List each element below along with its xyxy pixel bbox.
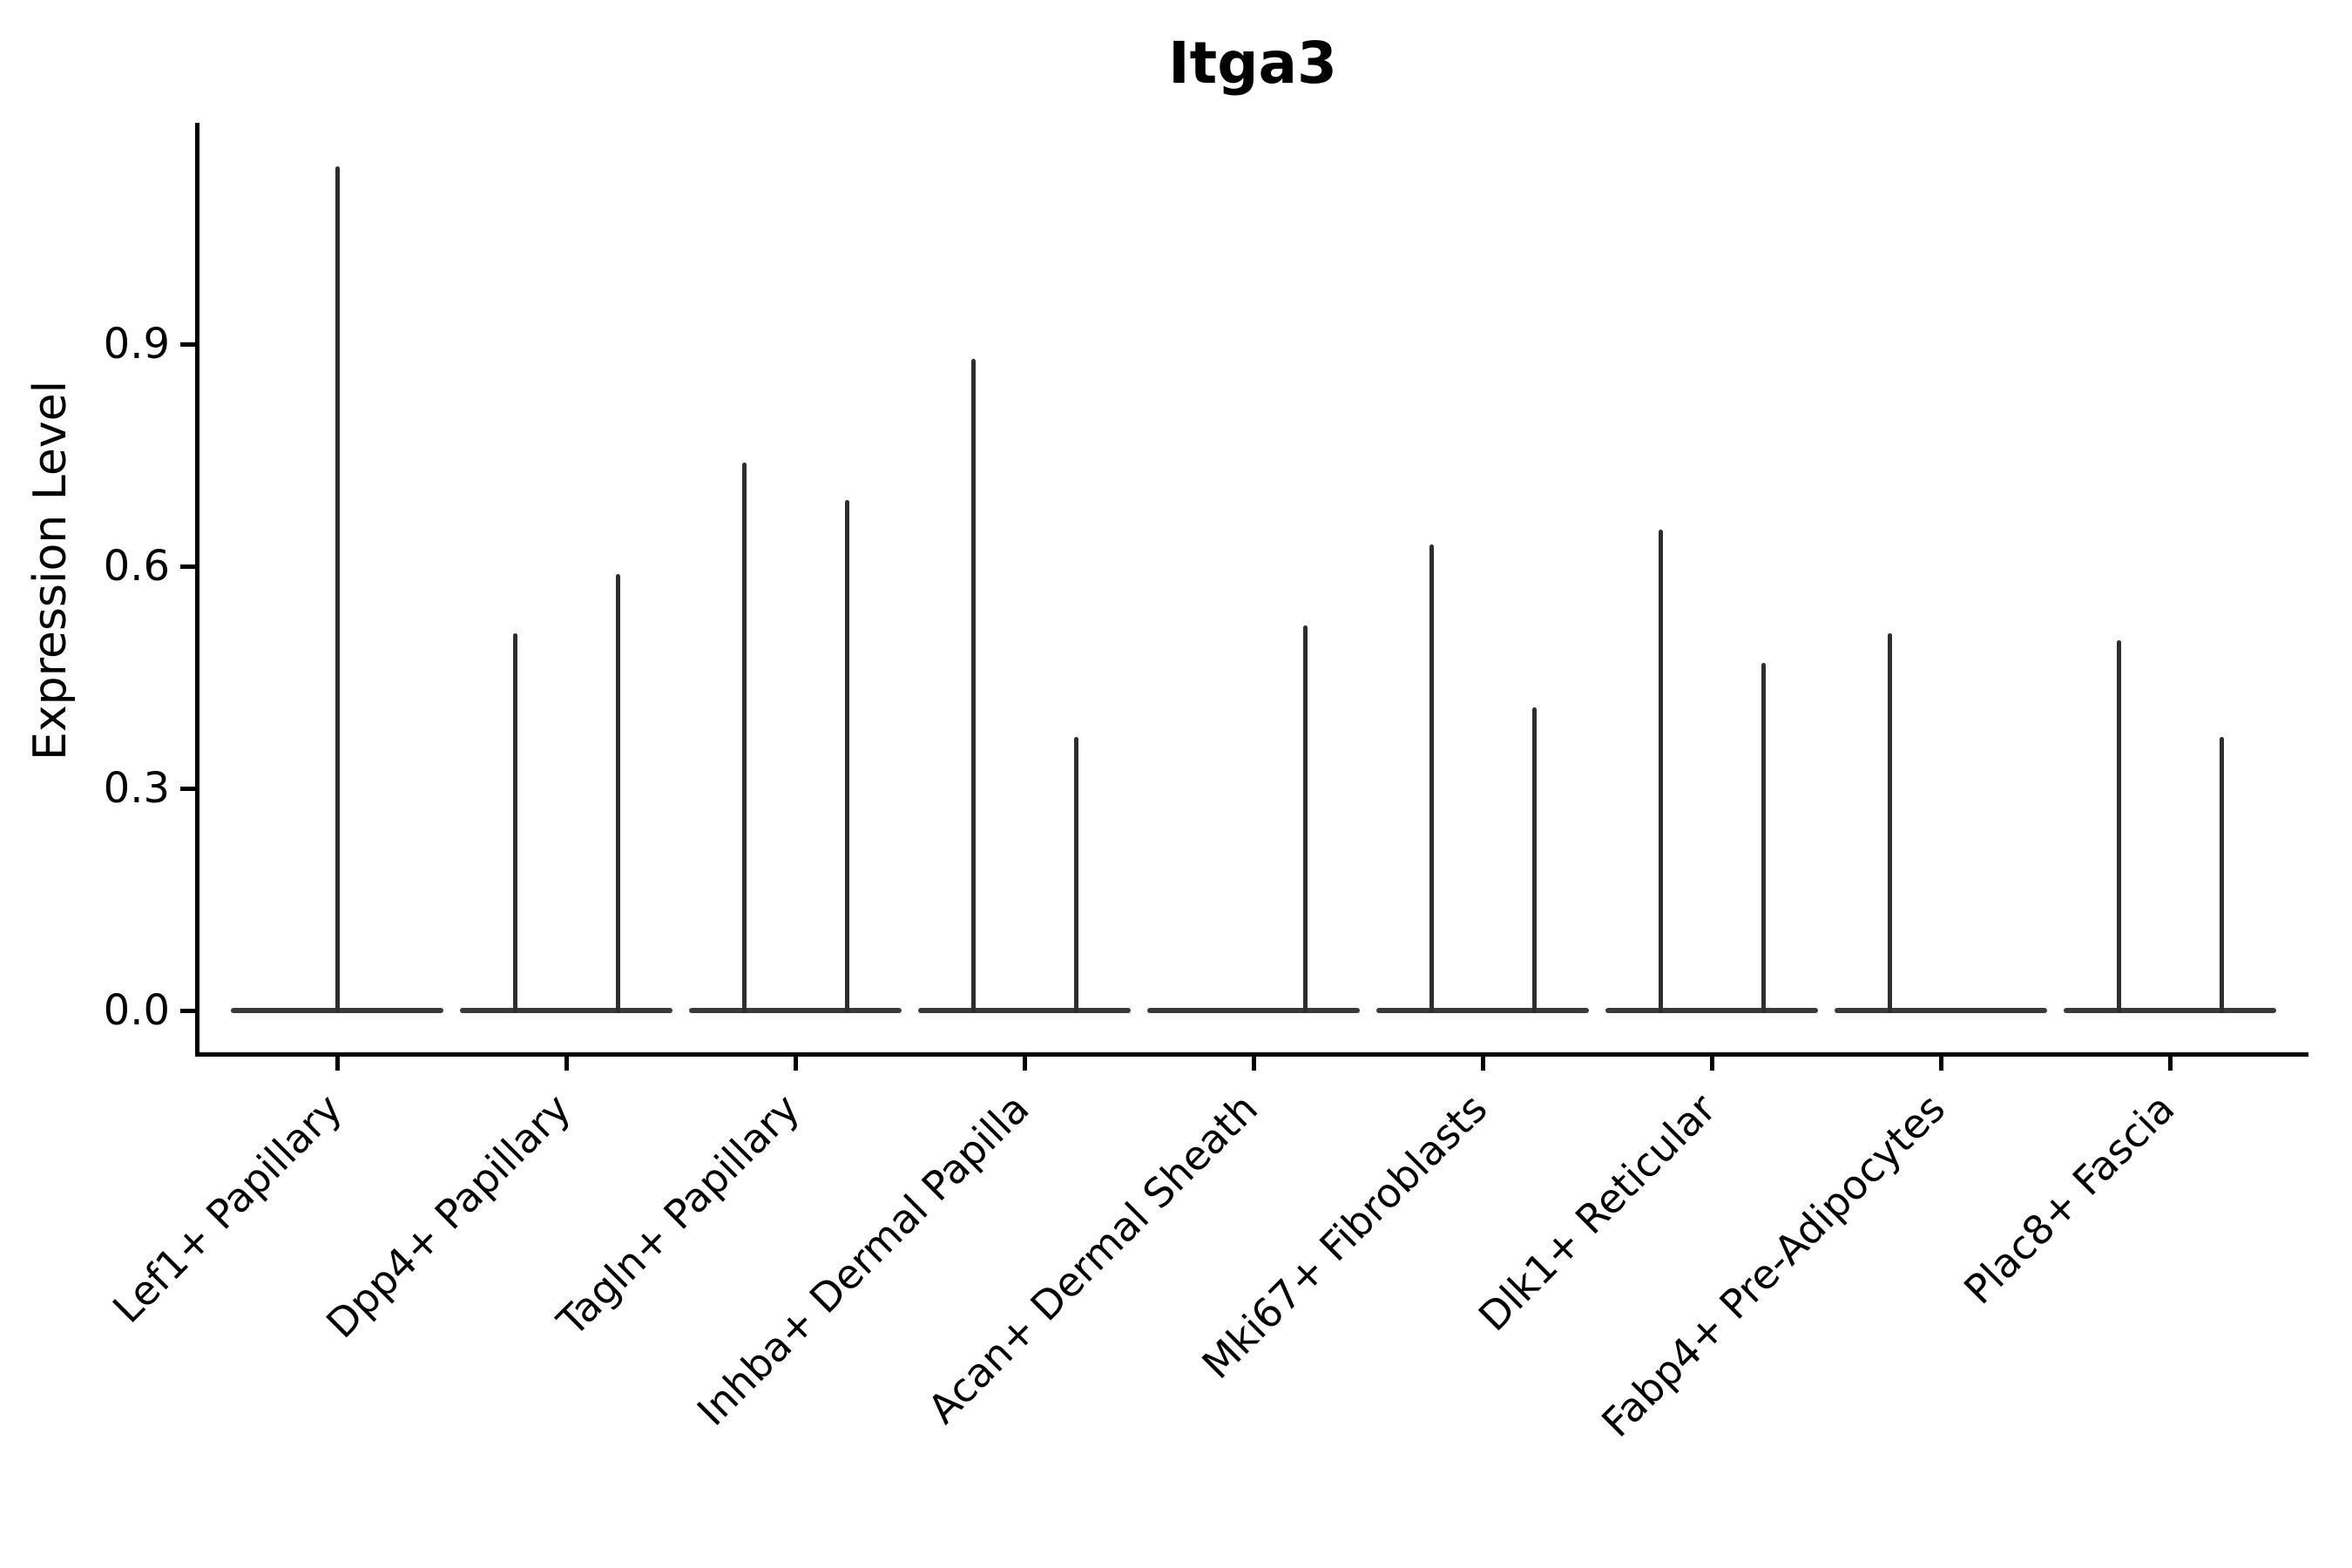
x-tick-label: Plac8+ Fascia (1954, 1085, 2184, 1314)
violin-spike (1429, 544, 1434, 1013)
violin-spike (615, 573, 620, 1013)
violin-spike (1658, 529, 1663, 1013)
violin-spike (844, 499, 849, 1013)
y-axis-spine (194, 123, 199, 1057)
violin-base (918, 1008, 1131, 1013)
x-tick-mark (2167, 1054, 2173, 1071)
x-tick-label: Lef1+ Papillary (103, 1085, 351, 1333)
violin-spike (970, 359, 976, 1013)
chart-title: Itga3 (1168, 30, 1337, 97)
violin-spike (335, 166, 340, 1013)
x-tick-mark (564, 1054, 569, 1071)
violin-base (1147, 1008, 1360, 1013)
y-tick-mark (180, 1008, 197, 1013)
x-tick-mark (1938, 1054, 1943, 1071)
x-tick-mark (793, 1054, 798, 1071)
violin-base (2064, 1008, 2276, 1013)
y-tick-label: 0.0 (103, 986, 170, 1035)
x-tick-mark (1709, 1054, 1714, 1071)
y-tick-label: 0.9 (103, 320, 170, 368)
x-tick-mark (335, 1054, 340, 1071)
violin-spike (1073, 736, 1078, 1013)
x-tick-mark (1022, 1054, 1027, 1071)
violin-spike (1531, 706, 1537, 1013)
y-tick-mark (180, 341, 197, 347)
violin-spike (512, 632, 517, 1013)
violin-spike (1761, 662, 1766, 1013)
y-tick-label: 0.6 (103, 542, 170, 591)
violin-spike (2116, 640, 2121, 1013)
y-tick-mark (180, 786, 197, 791)
violin-base (1835, 1008, 2047, 1013)
violin-spike (741, 463, 747, 1013)
violin-spike (2219, 736, 2224, 1013)
violin-spike (1887, 632, 1892, 1013)
violin-base (1376, 1008, 1589, 1013)
y-tick-label: 0.3 (103, 764, 170, 813)
violin-spike (1302, 625, 1308, 1013)
violin-base (689, 1008, 902, 1013)
x-tick-label: Dpp4+ Papillary (317, 1085, 580, 1348)
x-tick-mark (1480, 1054, 1485, 1071)
x-tick-label: Tagln+ Papillary (548, 1085, 809, 1346)
violin-base (460, 1008, 672, 1013)
y-tick-mark (180, 564, 197, 569)
x-tick-mark (1251, 1054, 1256, 1071)
x-tick-label: Dlk1+ Reticular (1470, 1085, 1726, 1341)
violin-base (1605, 1008, 1818, 1013)
